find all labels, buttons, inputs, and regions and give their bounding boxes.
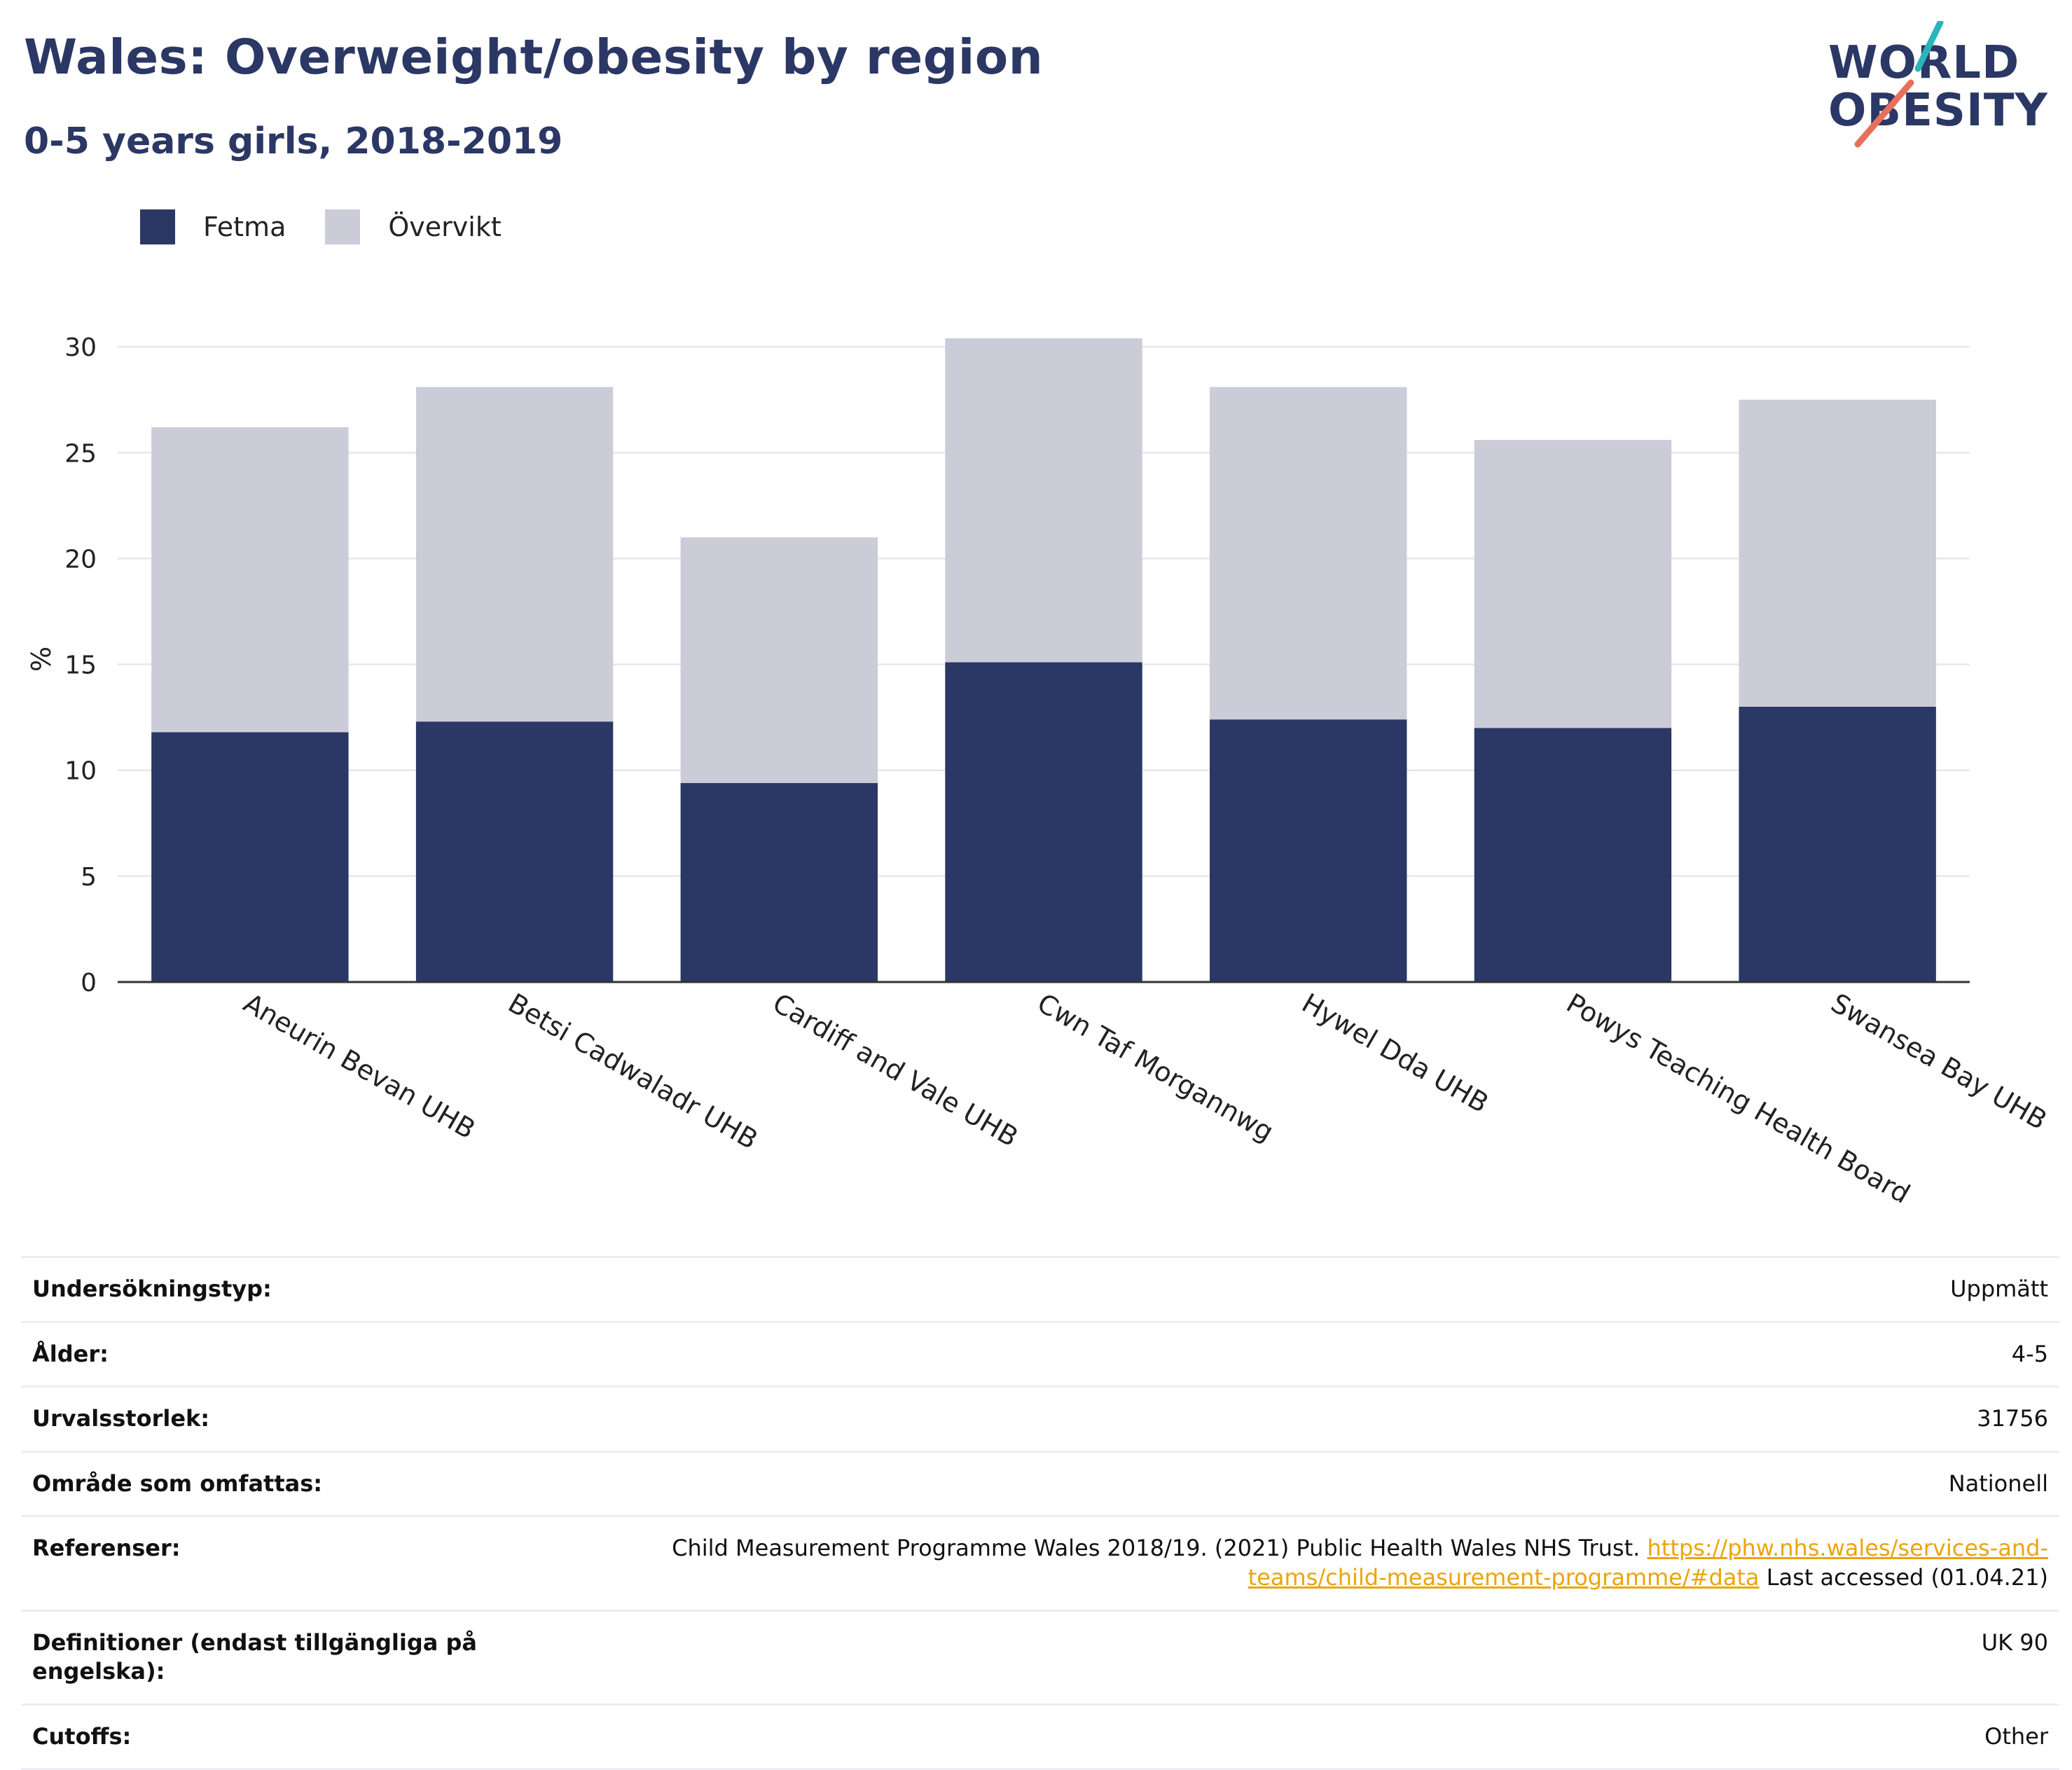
bar-overvikt <box>945 338 1142 663</box>
meta-row: Undersökningstyp: Uppmätt <box>21 1256 2059 1322</box>
x-tick-label: Cwn Taf Morgannwg <box>1032 988 1279 1148</box>
meta-value: Nationell <box>492 1450 2059 1516</box>
meta-key: Undersökningstyp: <box>21 1256 492 1322</box>
meta-row: Ålder: 4-5 <box>21 1320 2059 1387</box>
meta-value: Uppmätt <box>492 1256 2059 1322</box>
bar-fetma <box>415 721 614 982</box>
meta-row: Urvalsstorlek: 31756 <box>21 1385 2059 1452</box>
meta-value: Other <box>492 1703 2059 1770</box>
legend-label-fetma: Fetma <box>203 212 286 242</box>
reference-text: Child Measurement Programme Wales 2018/1… <box>672 1535 1641 1562</box>
reference-accessed: Last accessed (01.04.21) <box>1766 1563 2048 1591</box>
metadata-table: Undersökningstyp: Uppmätt Ålder: 4-5 Urv… <box>21 1256 2059 1770</box>
legend-item-fetma[interactable]: Fetma <box>140 209 286 244</box>
bar-overvikt <box>1474 440 1672 728</box>
y-tick-label: 15 <box>64 651 97 680</box>
meta-key: Referenser: <box>21 1515 492 1611</box>
y-axis-label: % <box>26 647 57 672</box>
meta-key: Cutoffs: <box>21 1703 492 1770</box>
meta-row: Definitioner (endast tillgängliga på eng… <box>21 1609 2059 1705</box>
meta-row: Cutoffs: Other <box>21 1703 2059 1770</box>
meta-row: Område som omfattas: Nationell <box>21 1450 2059 1516</box>
bar-overvikt <box>680 537 878 783</box>
meta-key: Område som omfattas: <box>21 1450 492 1516</box>
bar-overvikt <box>1739 399 1936 707</box>
x-tick-label: Betsi Cadwaladr UHB <box>503 988 763 1156</box>
legend-swatch-fetma <box>140 209 175 244</box>
bar-fetma <box>680 782 878 982</box>
meta-value: 4-5 <box>492 1320 2059 1387</box>
chart-title: Wales: Overweight/obesity by region <box>24 29 1044 85</box>
bar-overvikt <box>415 387 614 722</box>
bar-fetma <box>1739 707 1936 982</box>
meta-key: Urvalsstorlek: <box>21 1385 492 1452</box>
x-tick-label: Hywel Dda UHB <box>1297 988 1493 1119</box>
bar-overvikt <box>151 427 349 733</box>
meta-key: Definitioner (endast tillgängliga på eng… <box>21 1609 492 1705</box>
logo-slash-icon <box>1854 21 1944 148</box>
x-tick-label: Cardiff and Vale UHB <box>768 988 1023 1153</box>
meta-value-references: Child Measurement Programme Wales 2018/1… <box>492 1515 2059 1611</box>
stacked-bar-chart: 0 5 10 15 20 25 30% Aneurin Bevan UHB Betsi Cadw… <box>26 333 2052 1210</box>
bar-fetma <box>1474 728 1672 982</box>
chart-legend: Fetma Övervikt <box>140 207 541 247</box>
bar-fetma <box>945 662 1142 982</box>
world-obesity-logo[interactable]: WORLD OBESITY <box>1828 21 2066 154</box>
bar-fetma <box>1210 719 1407 982</box>
y-tick-label: 10 <box>64 757 97 786</box>
bar-overvikt <box>1210 387 1407 720</box>
meta-key: Ålder: <box>21 1320 492 1387</box>
chart-subtitle: 0-5 years girls, 2018-2019 <box>24 120 563 163</box>
x-tick-label: Aneurin Bevan UHB <box>238 988 481 1145</box>
y-tick-label: 5 <box>81 863 97 892</box>
legend-label-overvikt: Övervikt <box>388 212 502 242</box>
y-tick-label: 25 <box>64 439 97 468</box>
y-tick-label: 20 <box>64 545 97 574</box>
reference-link[interactable]: https://phw.nhs.wales/services-and-teams… <box>1248 1535 2048 1591</box>
meta-row-references: Referenser: Child Measurement Programme … <box>21 1515 2059 1611</box>
y-tick-label: 0 <box>81 969 97 997</box>
y-tick-label: 30 <box>64 333 97 362</box>
logo-word-obesity: OBESITY <box>1828 85 2048 137</box>
meta-value: UK 90 <box>492 1609 2059 1705</box>
x-tick-label: Swansea Bay UHB <box>1826 988 2052 1136</box>
legend-item-overvikt[interactable]: Övervikt <box>325 209 502 244</box>
meta-value: 31756 <box>492 1385 2059 1452</box>
legend-swatch-overvikt <box>325 209 361 244</box>
bar-fetma <box>151 732 349 982</box>
